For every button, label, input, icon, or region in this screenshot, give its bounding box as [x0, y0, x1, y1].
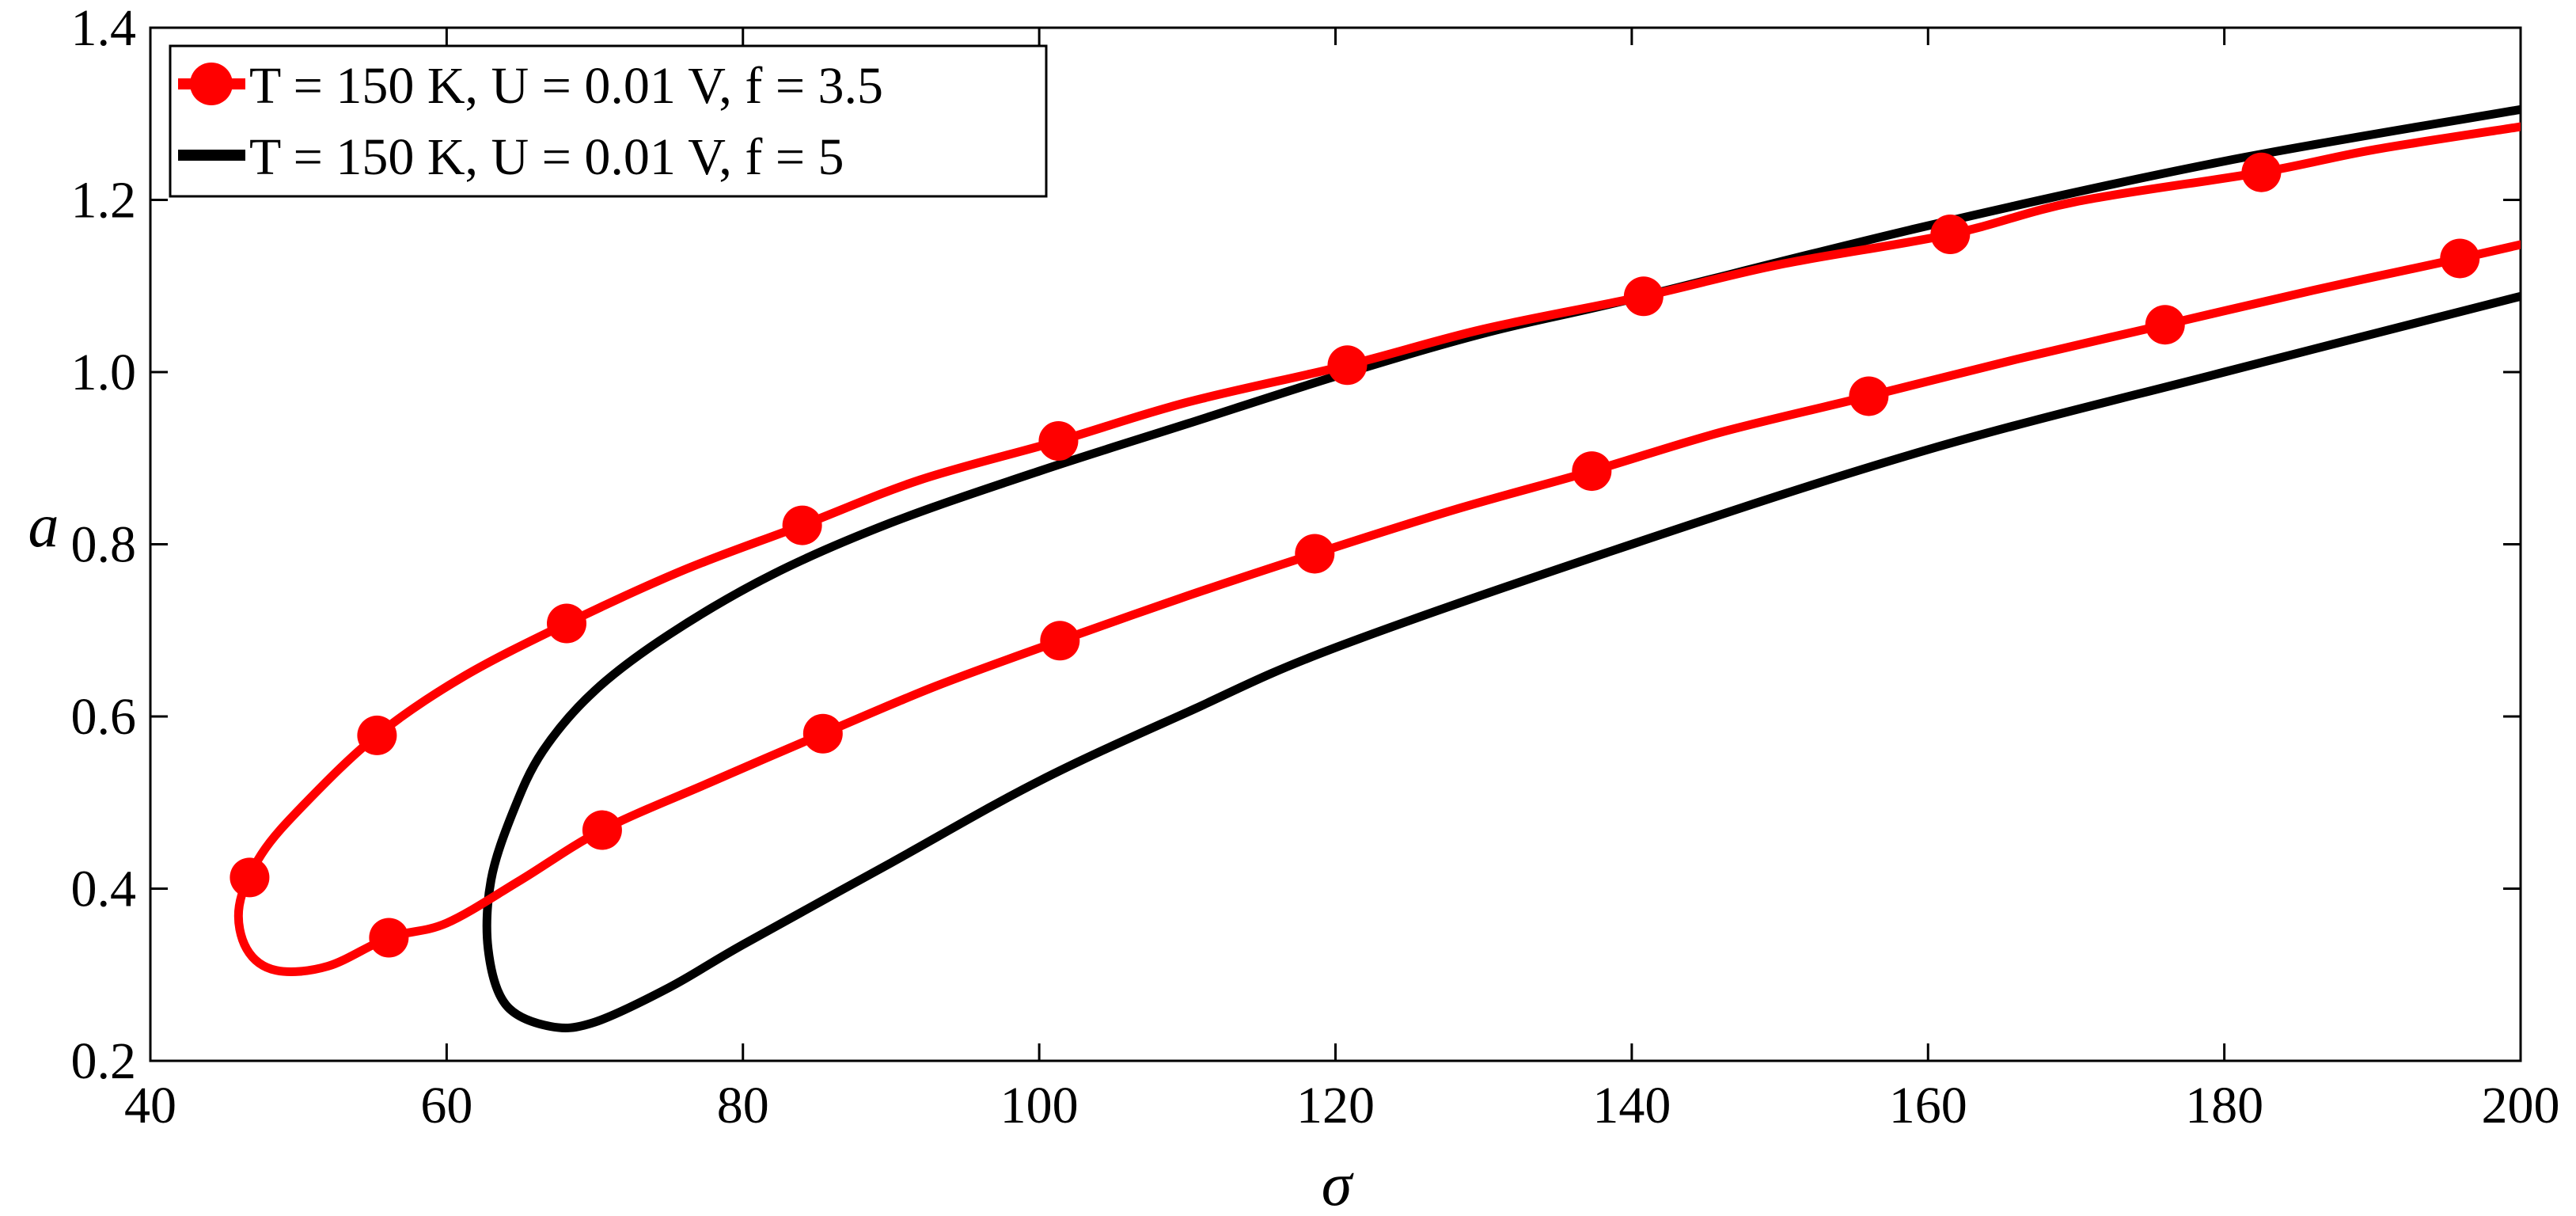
series-1-marker — [1623, 276, 1664, 317]
series-1-marker — [582, 810, 622, 850]
x-tick-label: 200 — [2482, 1077, 2560, 1134]
legend-label-series-2: T = 150 K, U = 0.01 V, f = 5 — [249, 128, 844, 186]
y-tick-label: 1.0 — [71, 344, 137, 401]
x-tick-label: 180 — [2185, 1077, 2263, 1134]
x-tick-label: 80 — [717, 1077, 769, 1134]
y-tick-label: 0.6 — [71, 688, 137, 746]
series-1-marker — [1572, 451, 1612, 492]
x-tick-label: 40 — [124, 1077, 176, 1134]
series-1-marker — [2241, 152, 2282, 192]
series-1-marker — [802, 713, 843, 754]
x-tick-label: 160 — [1889, 1077, 1967, 1134]
legend: T = 150 K, U = 0.01 V, f = 3.5 T = 150 K… — [169, 44, 1048, 198]
legend-label-series-1: T = 150 K, U = 0.01 V, f = 3.5 — [249, 57, 883, 115]
series-1-marker — [782, 505, 822, 545]
x-axis-label: σ — [1322, 1150, 1354, 1212]
series-1-marker — [1849, 376, 1889, 416]
series-layer — [230, 104, 2521, 1033]
y-tick-label: 0.2 — [71, 1032, 137, 1090]
legend-box — [169, 44, 1048, 198]
series-1-marker — [1327, 345, 1368, 386]
axes-ticks: 40 60 80 100 120 140 160 180 200 0.2 0.4 0.6 0.8 1.0 1… — [71, 0, 2560, 1134]
series-1-marker — [1295, 534, 1335, 574]
series-1-group — [230, 122, 2521, 977]
series-1-marker — [369, 918, 409, 958]
y-tick-label: 0.4 — [71, 861, 137, 918]
series-1-marker — [230, 857, 270, 898]
series-1-marker — [1040, 621, 1080, 661]
legend-marker-series-1 — [190, 63, 233, 105]
x-tick-label: 100 — [1000, 1077, 1079, 1134]
series-1-marker — [2145, 305, 2185, 345]
y-tick-label: 1.2 — [71, 172, 137, 230]
series-1-marker — [2440, 238, 2480, 279]
series-1-marker — [546, 603, 586, 644]
y-tick-label: 0.8 — [71, 516, 137, 574]
series-1-marker — [1038, 421, 1079, 461]
y-axis-label: a — [28, 491, 59, 560]
x-tick-label: 120 — [1296, 1077, 1375, 1134]
x-tick-label: 140 — [1592, 1077, 1671, 1134]
series-1-line — [233, 122, 2521, 977]
x-tick-label: 60 — [420, 1077, 472, 1134]
y-tick-label: 1.4 — [71, 0, 137, 57]
series-1-marker — [357, 715, 397, 755]
series-1-marker — [1930, 215, 1971, 254]
